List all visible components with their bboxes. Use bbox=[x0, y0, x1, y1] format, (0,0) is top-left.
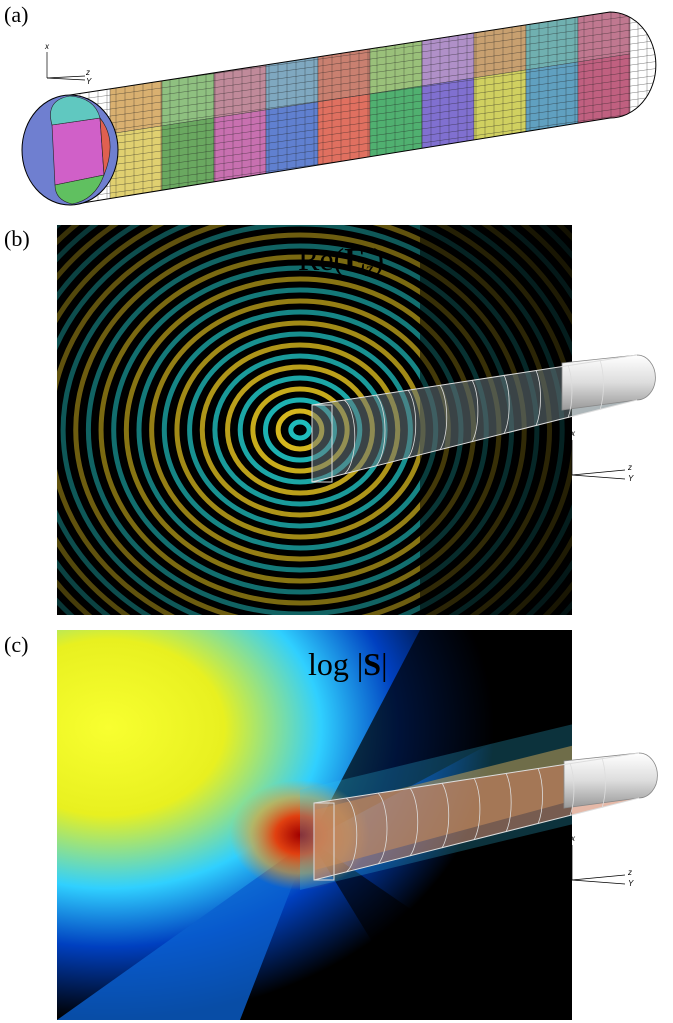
title-text: | bbox=[381, 646, 387, 682]
mesh-block bbox=[474, 15, 526, 78]
axis-label: x bbox=[570, 429, 576, 438]
axis-label: Y bbox=[628, 474, 634, 483]
axis-label: Y bbox=[86, 77, 92, 86]
axis-label: x bbox=[570, 834, 576, 843]
axis-label: z bbox=[627, 463, 632, 472]
axis-triad: x z Y bbox=[570, 834, 634, 888]
mesh-block bbox=[266, 102, 318, 190]
mesh-block bbox=[214, 55, 266, 118]
panel-label: (b) bbox=[4, 226, 30, 251]
mesh-block bbox=[422, 78, 474, 166]
mesh-block bbox=[578, 0, 630, 62]
title-symbol: S bbox=[363, 646, 381, 682]
mesh-block bbox=[526, 62, 578, 150]
panel-label: (a) bbox=[4, 2, 28, 27]
title-text: log | bbox=[308, 646, 363, 682]
panel-label: (c) bbox=[4, 632, 28, 657]
mesh-block bbox=[110, 71, 162, 134]
panel-title: log |S| bbox=[308, 646, 388, 682]
figure: (a) x z Y (b) Re(Ez) x z Y (c) log |S| x… bbox=[0, 0, 673, 1023]
mesh-block bbox=[110, 126, 162, 214]
axis-label: z bbox=[627, 868, 632, 877]
cylinder-body bbox=[60, 0, 660, 214]
axis-label: z bbox=[85, 68, 90, 77]
title-subscript: z bbox=[365, 259, 374, 281]
tube-body bbox=[562, 355, 655, 410]
cylinder-mesh bbox=[22, 0, 660, 214]
axis-label: x bbox=[44, 42, 50, 51]
title-text: Re( bbox=[298, 241, 344, 277]
page: {"panels":[ {"label":"(a)","axes":{"x":"… bbox=[0, 0, 673, 1023]
title-symbol: E bbox=[344, 241, 365, 277]
end-cap-block bbox=[52, 118, 104, 185]
axis-triad: x z Y bbox=[570, 429, 634, 483]
title-text: ) bbox=[373, 241, 384, 277]
mesh-block bbox=[214, 110, 266, 198]
mesh-block bbox=[318, 39, 370, 102]
axis-label: Y bbox=[628, 879, 634, 888]
axis-triad: x z Y bbox=[44, 42, 92, 86]
mesh-block bbox=[578, 54, 630, 142]
tube-body bbox=[564, 753, 657, 808]
